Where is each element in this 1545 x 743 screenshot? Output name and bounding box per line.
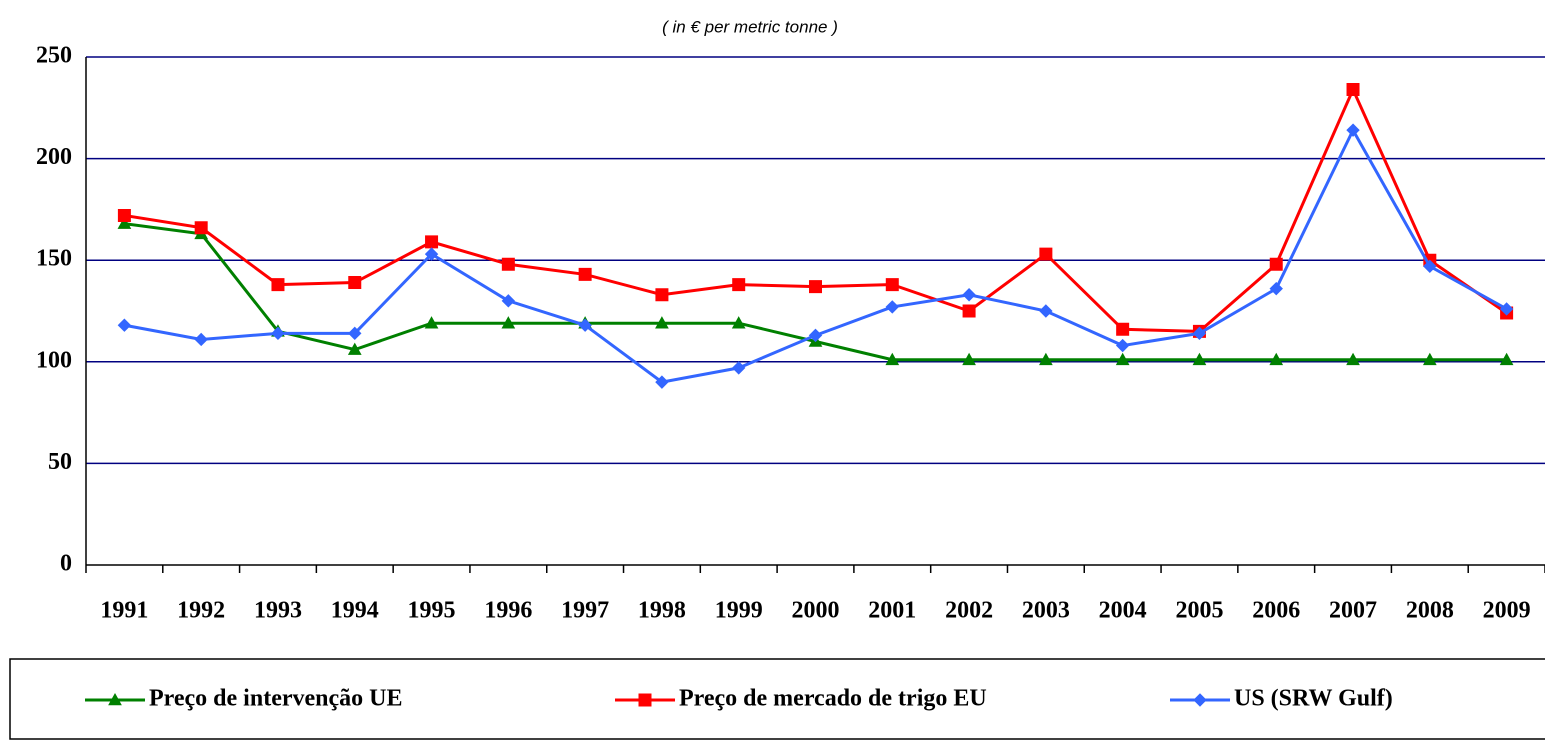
marker bbox=[117, 216, 132, 229]
marker bbox=[655, 288, 669, 302]
marker bbox=[271, 278, 285, 292]
marker bbox=[271, 326, 285, 341]
marker bbox=[117, 318, 132, 332]
marker bbox=[885, 300, 899, 314]
x-tick-label: 2000 bbox=[792, 598, 840, 624]
legend-label: Preço de mercado de trigo EU bbox=[679, 686, 987, 712]
x-tick-label: 1996 bbox=[484, 598, 532, 624]
x-tick-label: 1995 bbox=[408, 598, 456, 624]
marker bbox=[1039, 247, 1053, 261]
marker bbox=[732, 278, 746, 292]
x-tick-label: 2001 bbox=[868, 598, 916, 624]
marker bbox=[1346, 352, 1360, 366]
x-tick-label: 2003 bbox=[1022, 598, 1070, 624]
marker bbox=[1192, 352, 1207, 366]
marker bbox=[962, 288, 976, 302]
marker bbox=[348, 326, 362, 341]
marker bbox=[108, 692, 122, 706]
marker bbox=[885, 352, 900, 366]
marker bbox=[117, 208, 131, 222]
x-tick-label: 1998 bbox=[638, 598, 686, 624]
y-tick-label: 150 bbox=[36, 246, 72, 272]
marker bbox=[962, 304, 976, 318]
legend-label: Preço de intervenção UE bbox=[149, 686, 403, 712]
marker bbox=[1499, 352, 1514, 366]
marker bbox=[1269, 352, 1284, 366]
marker bbox=[425, 235, 439, 249]
x-tick-label: 2006 bbox=[1252, 598, 1300, 624]
y-tick-label: 200 bbox=[36, 144, 72, 170]
chart-subtitle: ( in € per metric tonne ) bbox=[662, 17, 838, 36]
marker bbox=[348, 276, 362, 290]
marker bbox=[1115, 352, 1130, 366]
legend-label: US (SRW Gulf) bbox=[1234, 686, 1393, 712]
x-tick-label: 2002 bbox=[945, 598, 993, 624]
marker bbox=[809, 280, 822, 294]
marker bbox=[1269, 281, 1283, 296]
x-tick-label: 2007 bbox=[1329, 598, 1377, 624]
marker bbox=[424, 316, 439, 329]
marker bbox=[655, 375, 669, 389]
series-line bbox=[124, 85, 1508, 333]
x-tick-label: 2009 bbox=[1483, 598, 1531, 624]
marker bbox=[731, 316, 746, 329]
marker bbox=[962, 352, 976, 366]
marker bbox=[1269, 257, 1283, 271]
x-tick-label: 1997 bbox=[561, 598, 609, 624]
marker bbox=[501, 294, 516, 308]
legend-box bbox=[9, 658, 1545, 740]
marker bbox=[1039, 304, 1053, 318]
marker bbox=[1422, 352, 1437, 366]
marker bbox=[347, 342, 362, 355]
x-tick-label: 2005 bbox=[1175, 598, 1223, 624]
marker bbox=[1423, 259, 1437, 274]
marker bbox=[1116, 322, 1130, 336]
x-tick-label: 2004 bbox=[1099, 598, 1147, 624]
marker bbox=[1346, 83, 1360, 97]
marker bbox=[655, 316, 669, 329]
marker bbox=[1346, 123, 1360, 137]
marker bbox=[885, 278, 899, 292]
x-tick-label: 1993 bbox=[254, 598, 302, 624]
x-tick-label: 1991 bbox=[100, 598, 148, 624]
marker bbox=[808, 328, 823, 343]
marker bbox=[424, 247, 439, 261]
marker bbox=[194, 332, 208, 347]
marker bbox=[1192, 326, 1207, 341]
marker bbox=[501, 316, 516, 329]
marker bbox=[194, 221, 208, 235]
marker bbox=[1039, 352, 1053, 366]
marker bbox=[578, 267, 592, 281]
y-tick-label: 0 bbox=[60, 551, 72, 577]
marker bbox=[1115, 338, 1130, 353]
x-tick-label: 1999 bbox=[715, 598, 763, 624]
x-tick-label: 1994 bbox=[331, 598, 379, 624]
marker bbox=[638, 693, 652, 707]
marker bbox=[1499, 302, 1514, 316]
marker bbox=[1193, 693, 1207, 707]
x-tick-label: 1992 bbox=[177, 598, 225, 624]
y-tick-label: 250 bbox=[36, 43, 72, 69]
y-tick-label: 50 bbox=[48, 449, 72, 475]
y-tick-label: 100 bbox=[36, 347, 72, 373]
x-tick-label: 2008 bbox=[1406, 598, 1454, 624]
marker bbox=[732, 361, 746, 375]
marker bbox=[501, 257, 515, 271]
marker bbox=[578, 318, 592, 332]
